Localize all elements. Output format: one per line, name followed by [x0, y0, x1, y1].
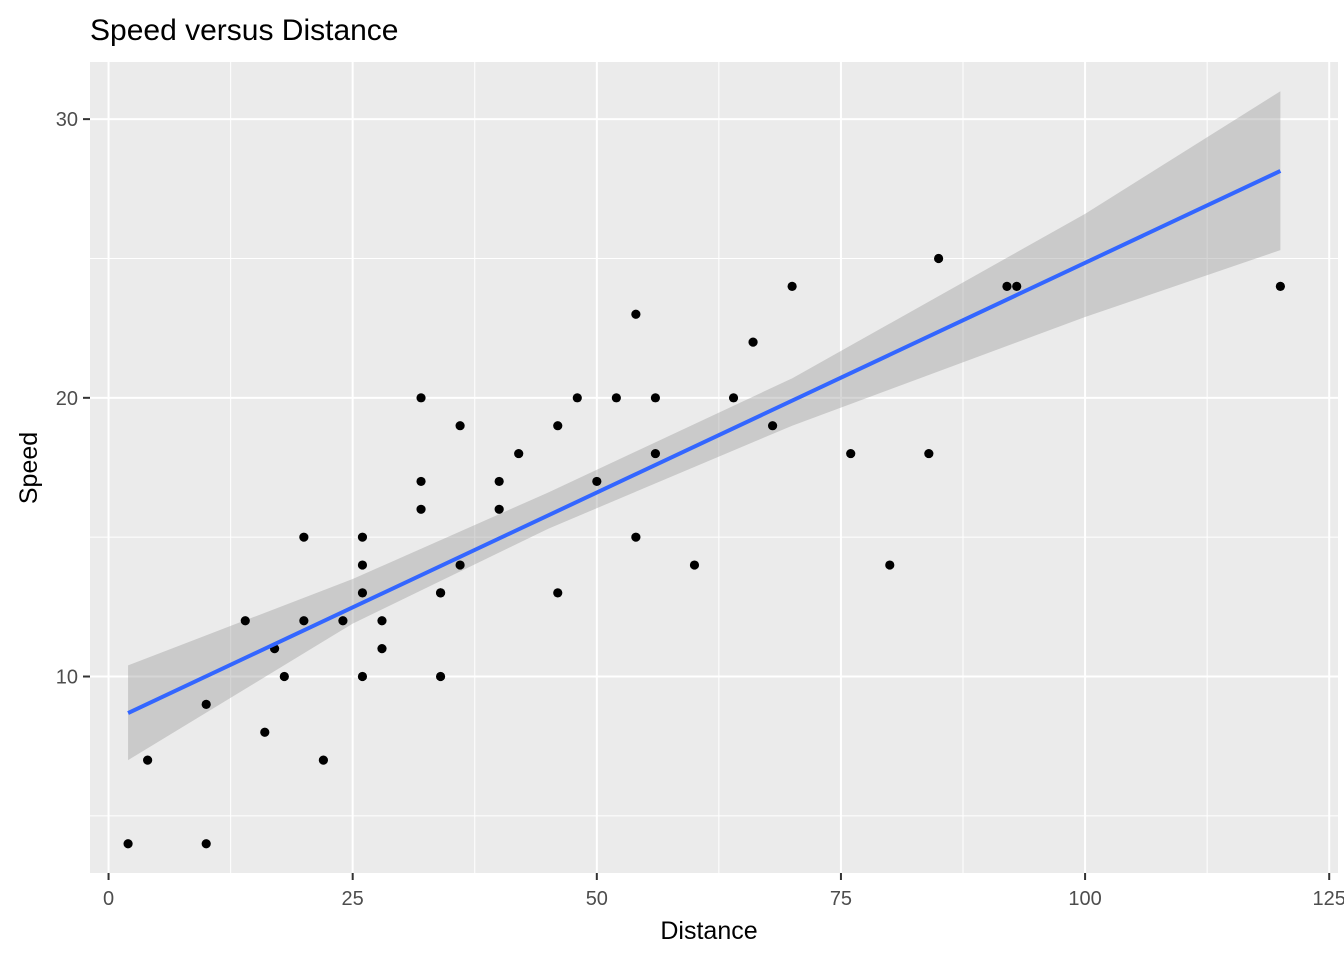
- data-point: [318, 755, 328, 765]
- data-point: [1275, 281, 1285, 291]
- data-point: [279, 671, 289, 682]
- data-point: [728, 393, 739, 403]
- data-point: [1002, 281, 1012, 291]
- confidence-band-layer: [128, 91, 1281, 761]
- y-tick-label: 20: [56, 388, 78, 410]
- data-point: [299, 532, 309, 542]
- plot-panel: [90, 62, 1338, 873]
- x-tick-label: 100: [1068, 888, 1101, 910]
- data-point: [338, 616, 348, 626]
- data-point: [494, 476, 504, 487]
- data-point: [689, 560, 700, 570]
- data-point: [924, 448, 934, 459]
- data-point: [377, 644, 387, 654]
- points-layer: [123, 253, 1285, 849]
- data-point: [631, 309, 641, 319]
- data-point: [748, 337, 758, 347]
- data-point: [357, 671, 368, 682]
- chart-title: Speed versus Distance: [90, 14, 399, 47]
- data-point: [357, 532, 368, 542]
- data-point: [885, 560, 895, 570]
- data-point: [455, 560, 465, 570]
- y-tick-label: 10: [56, 667, 78, 689]
- y-axis-title: Speed: [15, 432, 43, 504]
- data-point: [201, 839, 211, 849]
- data-point: [846, 448, 856, 459]
- data-point: [787, 281, 797, 291]
- minor-gridlines: [90, 62, 1338, 873]
- data-point: [143, 755, 153, 765]
- data-point: [553, 588, 563, 598]
- x-tick-label: 125: [1313, 888, 1344, 910]
- data-point: [611, 393, 621, 403]
- data-point: [1012, 281, 1022, 291]
- fit-line: [127, 169, 1282, 715]
- major-gridlines: [90, 62, 1338, 873]
- data-point: [260, 727, 270, 737]
- x-tick-label: 50: [586, 888, 608, 910]
- data-point: [416, 393, 426, 403]
- data-point: [934, 253, 944, 264]
- data-point: [416, 476, 426, 487]
- x-axis: 0 25 50 75 100 125: [103, 873, 1344, 910]
- data-point: [650, 448, 661, 459]
- data-point: [631, 532, 641, 542]
- data-point: [201, 699, 211, 709]
- y-axis: 10 20 30: [56, 109, 90, 689]
- data-point: [650, 393, 661, 403]
- data-point: [377, 616, 387, 626]
- y-tick-label: 30: [56, 109, 78, 131]
- fit-line-layer: [127, 169, 1282, 715]
- x-tick-label: 0: [103, 888, 114, 910]
- data-point: [514, 448, 524, 459]
- x-axis-title: Distance: [660, 917, 757, 945]
- data-point: [416, 504, 426, 514]
- data-point: [299, 616, 309, 626]
- data-point: [240, 616, 250, 626]
- data-point: [553, 421, 563, 431]
- data-point: [572, 393, 582, 403]
- data-point: [494, 504, 504, 514]
- x-tick-label: 75: [830, 888, 852, 910]
- x-tick-label: 25: [342, 888, 364, 910]
- data-point: [455, 421, 465, 431]
- data-point: [767, 421, 778, 431]
- data-point: [592, 476, 602, 487]
- confidence-band: [128, 91, 1281, 761]
- data-point: [435, 671, 446, 682]
- data-point: [435, 588, 446, 598]
- data-point: [123, 839, 133, 849]
- data-point: [357, 560, 368, 570]
- data-point: [357, 588, 368, 598]
